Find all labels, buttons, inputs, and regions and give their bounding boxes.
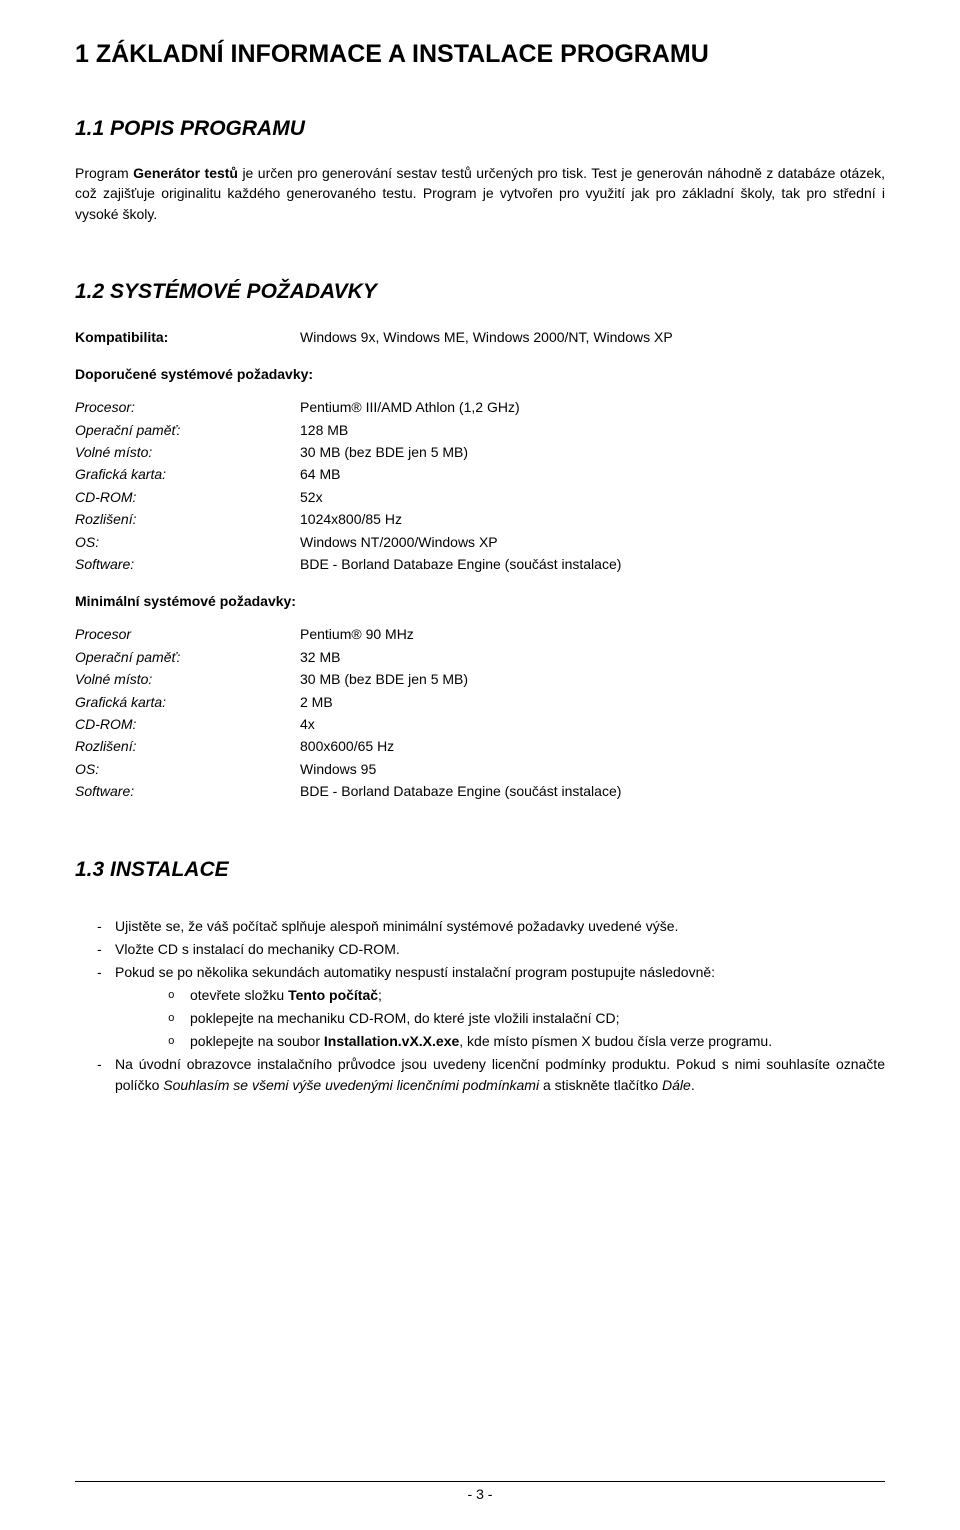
spec-label: Procesor: [75,396,300,418]
spec-row: Operační paměť:32 MB [75,646,885,668]
spec-value: Pentium® 90 MHz [300,623,885,645]
spec-label: OS: [75,758,300,780]
heading-1-3: 1.3 INSTALACE [75,858,885,882]
reco-title: Doporučené systémové požadavky: [75,366,885,382]
spec-row: Software:BDE - Borland Databaze Engine (… [75,780,885,802]
spec-row: OS:Windows NT/2000/Windows XP [75,531,885,553]
spec-row: Operační paměť:128 MB [75,419,885,441]
spec-value: BDE - Borland Databaze Engine (součást i… [300,553,885,575]
spec-value: Windows 95 [300,758,885,780]
spec-value: 1024x800/85 Hz [300,508,885,530]
spec-value: 128 MB [300,419,885,441]
para-1-1: Program Generátor testů je určen pro gen… [75,163,885,224]
spec-row: CD-ROM:52x [75,486,885,508]
spec-row: Grafická karta:2 MB [75,691,885,713]
install-subitem: poklepejte na soubor Installation.vX.X.e… [115,1031,885,1052]
italic-text: Souhlasím se všemi výše uvedenými licenč… [163,1077,539,1093]
spec-label: CD-ROM: [75,713,300,735]
install-sublist: otevřete složku Tento počítač;poklepejte… [115,985,885,1052]
document-page: 1 ZÁKLADNÍ INFORMACE A INSTALACE PROGRAM… [0,0,960,1530]
spec-value: Pentium® III/AMD Athlon (1,2 GHz) [300,396,885,418]
install-item: Ujistěte se, že váš počítač splňuje ales… [75,916,885,937]
spec-value: Windows NT/2000/Windows XP [300,531,885,553]
spec-value: 4x [300,713,885,735]
bold-text: Installation.vX.X.exe [324,1033,459,1049]
spec-row: Volné místo:30 MB (bez BDE jen 5 MB) [75,668,885,690]
spec-row: Grafická karta:64 MB [75,463,885,485]
spec-value: 52x [300,486,885,508]
spec-label: Grafická karta: [75,463,300,485]
spec-value: 800x600/65 Hz [300,735,885,757]
spec-label: Operační paměť: [75,419,300,441]
bold-text: Tento počítač [288,987,378,1003]
italic-text: Dále [662,1077,691,1093]
heading-1-1: 1.1 POPIS PROGRAMU [75,117,885,141]
spec-row: OS:Windows 95 [75,758,885,780]
spec-value: 64 MB [300,463,885,485]
spec-row: Rozlišení:800x600/65 Hz [75,735,885,757]
spec-value: 30 MB (bez BDE jen 5 MB) [300,441,885,463]
install-subitem: otevřete složku Tento počítač; [115,985,885,1006]
min-title: Minimální systémové požadavky: [75,593,885,609]
page-footer: - 3 - [75,1481,885,1502]
reco-list: Procesor:Pentium® III/AMD Athlon (1,2 GH… [75,396,885,575]
compat-label: Kompatibilita: [75,326,300,348]
spec-value: 2 MB [300,691,885,713]
heading-chapter: 1 ZÁKLADNÍ INFORMACE A INSTALACE PROGRAM… [75,40,885,69]
install-subitem: poklepejte na mechaniku CD-ROM, do které… [115,1008,885,1029]
spec-label: Rozlišení: [75,735,300,757]
install-list: Ujistěte se, že váš počítač splňuje ales… [75,916,885,1096]
spec-value: 30 MB (bez BDE jen 5 MB) [300,668,885,690]
spec-label: OS: [75,531,300,553]
spec-row: Software:BDE - Borland Databaze Engine (… [75,553,885,575]
spec-label: Volné místo: [75,668,300,690]
spec-label: Procesor [75,623,300,645]
spec-value: BDE - Borland Databaze Engine (součást i… [300,780,885,802]
spec-label: Operační paměť: [75,646,300,668]
spec-label: Volné místo: [75,441,300,463]
compat-value: Windows 9x, Windows ME, Windows 2000/NT,… [300,326,885,348]
spec-row: ProcesorPentium® 90 MHz [75,623,885,645]
install-item: Vložte CD s instalací do mechaniky CD-RO… [75,939,885,960]
min-list: ProcesorPentium® 90 MHzOperační paměť:32… [75,623,885,802]
spec-label: Rozlišení: [75,508,300,530]
heading-1-2: 1.2 SYSTÉMOVÉ POŽADAVKY [75,280,885,304]
spec-label: Software: [75,780,300,802]
spec-row: Procesor:Pentium® III/AMD Athlon (1,2 GH… [75,396,885,418]
spec-label: CD-ROM: [75,486,300,508]
spec-row: CD-ROM:4x [75,713,885,735]
para-1-1-bold: Generátor testů [133,165,238,181]
para-1-1-pre: Program [75,165,133,181]
install-item: Pokud se po několika sekundách automatik… [75,962,885,1052]
install-item: Na úvodní obrazovce instalačního průvodc… [75,1054,885,1096]
spec-label: Grafická karta: [75,691,300,713]
spec-row: Rozlišení:1024x800/85 Hz [75,508,885,530]
spec-label: Software: [75,553,300,575]
spec-value: 32 MB [300,646,885,668]
compat-row: Kompatibilita: Windows 9x, Windows ME, W… [75,326,885,348]
spec-row: Volné místo:30 MB (bez BDE jen 5 MB) [75,441,885,463]
